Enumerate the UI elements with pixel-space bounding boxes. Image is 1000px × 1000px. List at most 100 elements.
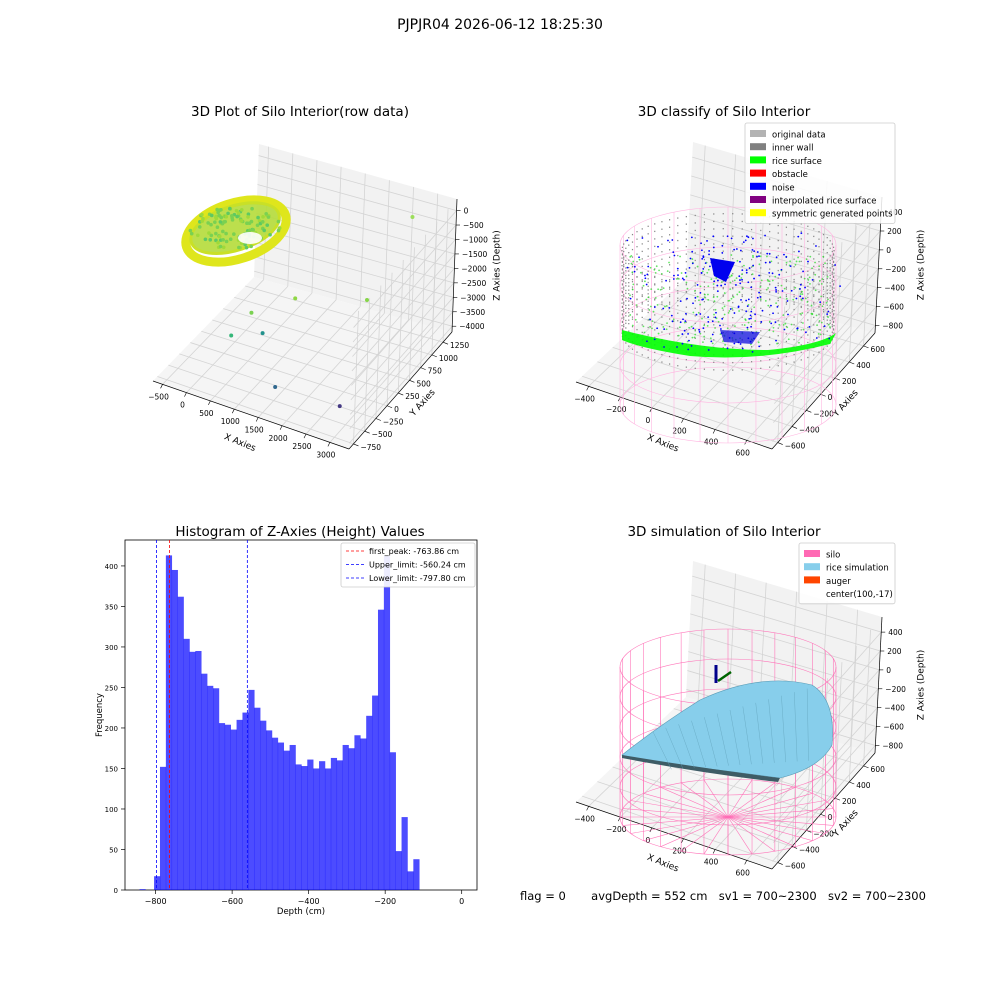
p2-wall-point <box>777 327 779 329</box>
p1-cloud-point <box>234 208 239 213</box>
p2-rice-point <box>808 276 811 279</box>
p2-wall-point <box>628 259 630 261</box>
p2-wall-point <box>785 279 787 281</box>
p2-noise-point <box>713 280 716 283</box>
p2-wall-point <box>661 301 663 303</box>
p2-noise-point <box>761 309 764 312</box>
p2-wall-point <box>833 295 835 297</box>
p2-wall-point <box>777 299 779 302</box>
p2-wall-point <box>822 273 825 275</box>
p2-noise-point <box>750 286 753 289</box>
p2-rice-point <box>653 268 656 271</box>
p2-wall-point <box>807 293 809 295</box>
p2-rice-point <box>665 328 668 331</box>
p2-wall-point <box>777 320 779 322</box>
p1-cloud-point <box>249 244 253 249</box>
p1-cloud-point <box>219 207 223 212</box>
p2-noise-point <box>686 297 688 300</box>
p1-cloud-point <box>260 220 265 224</box>
p1-grid <box>157 146 458 445</box>
p2-noise-point <box>684 271 687 274</box>
p2-noise-point <box>700 271 703 274</box>
p3-legend-label: Lower_limit: -797.80 cm <box>369 574 466 583</box>
p2-wall-point <box>636 328 638 331</box>
p2-wall-point <box>741 361 743 363</box>
p2-wall-point <box>829 277 831 279</box>
p2-wall-point <box>647 300 649 302</box>
p2-wall-point <box>661 258 663 260</box>
p2-rice-point <box>721 307 724 310</box>
p2-wall-point <box>631 296 634 298</box>
p2-wall-point <box>777 335 779 337</box>
p2-wall-point <box>621 284 624 286</box>
p2-noise-point <box>748 267 751 269</box>
p2-wall-point <box>703 316 706 318</box>
p2-rice-point <box>630 262 633 265</box>
p4-y-tick <box>834 797 841 801</box>
p2-rice-point <box>746 328 749 331</box>
p2-wall-point <box>625 297 627 299</box>
p2-rice-point <box>730 254 733 256</box>
p2-noise-point <box>702 298 704 301</box>
p2-rice-point <box>758 263 761 266</box>
p2-wall-point <box>829 327 831 329</box>
p2-noise-point <box>766 252 769 255</box>
p2-wall-point <box>654 260 656 263</box>
p2-rice-point <box>707 268 710 271</box>
p2-wall-point <box>677 269 679 272</box>
p2-rice-point <box>706 271 709 274</box>
p2-noise-point <box>799 283 802 286</box>
p2-rice-point <box>717 320 720 323</box>
p2-wall-point <box>677 224 679 227</box>
p1-cloud-point <box>209 233 214 238</box>
p2-noise-point <box>720 284 723 287</box>
p2-wall-point <box>832 269 835 271</box>
p2-wall-point <box>654 351 656 354</box>
p3-bar <box>289 744 296 890</box>
p2-wall-point <box>800 223 802 225</box>
p2-wall-point <box>760 244 762 247</box>
p2-wall-point <box>813 339 815 341</box>
p2-rice-point <box>694 333 697 336</box>
p2-noise-point <box>789 265 792 268</box>
p2-noise-point <box>711 320 714 323</box>
p2-wall-point <box>654 230 656 233</box>
p2-noise-point <box>739 260 741 263</box>
p2-noise-point <box>665 279 667 282</box>
p2-wall-point <box>621 325 623 327</box>
p2-wall-point <box>685 283 687 285</box>
p3-bar <box>171 569 178 890</box>
p2-rice-point <box>795 260 798 263</box>
p2-wall-point <box>793 361 795 363</box>
p2-noise-point <box>673 274 675 277</box>
p2-wall-point <box>628 304 630 306</box>
p2-wall-point <box>685 223 687 225</box>
p2-rice-point <box>654 271 657 274</box>
p2-rice-point <box>638 258 641 261</box>
p2-wall-point <box>713 331 715 333</box>
p2-wall-point <box>631 318 634 320</box>
p2-wall-point <box>732 280 734 282</box>
p2-wall-point <box>703 308 706 310</box>
p2-noise-point <box>633 270 636 273</box>
p2-noise-point <box>633 265 636 268</box>
p2-wall-point <box>623 265 625 268</box>
p2-noise-point <box>742 241 745 244</box>
p2-wall-point <box>813 258 815 260</box>
p2-wall-point <box>631 266 634 268</box>
p2-wall-point <box>800 321 802 324</box>
p2-rice-band <box>622 330 836 358</box>
p2-x-tick <box>681 418 684 423</box>
p2-wall-point <box>641 288 643 290</box>
p2-wall-point <box>631 278 634 281</box>
p2-wall-point <box>628 311 630 314</box>
p2-noise-point <box>770 322 773 325</box>
p2-wall-point <box>621 310 623 312</box>
p2-wall-point <box>677 305 679 307</box>
p2-wall-point <box>628 236 630 239</box>
p2-rice-point <box>803 277 806 280</box>
p2-wall-point <box>641 346 643 349</box>
p2-wall-point <box>732 220 734 222</box>
p2-wall-point <box>829 322 831 324</box>
p2-rice-point <box>802 322 804 324</box>
